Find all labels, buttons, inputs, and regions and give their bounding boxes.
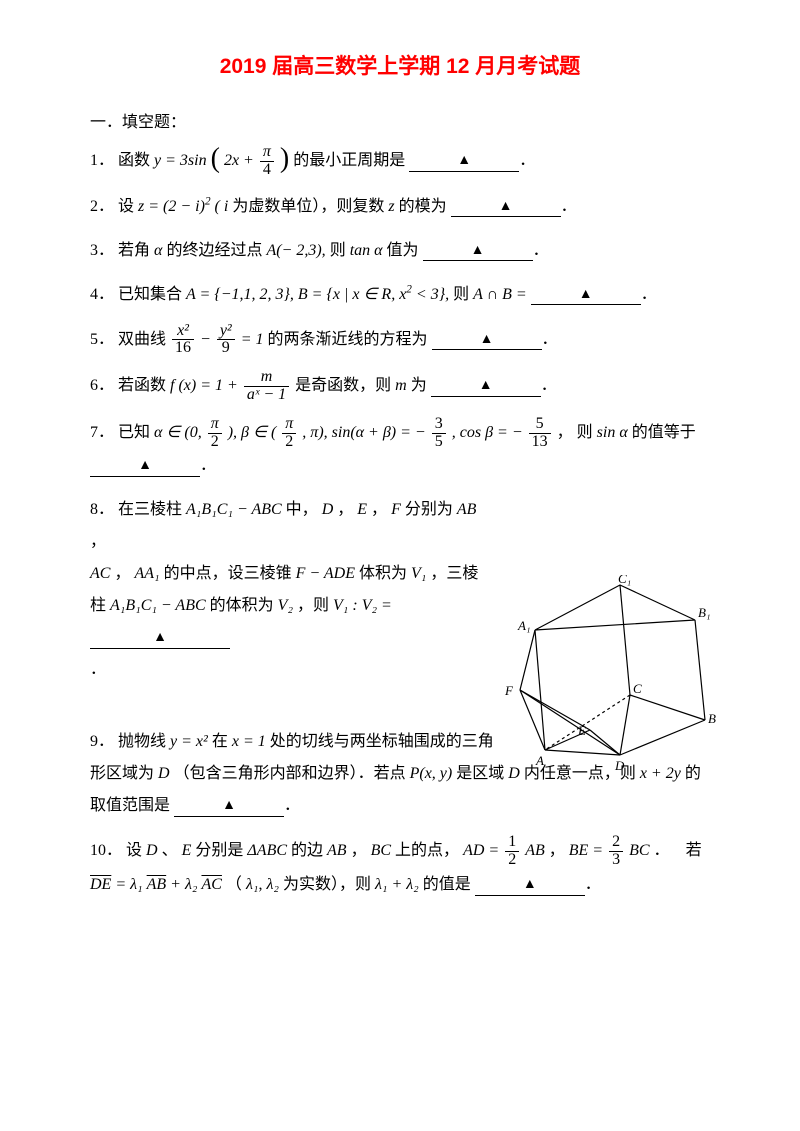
fx: f (x) = 1 +	[170, 377, 242, 394]
question-5: 5． 双曲线 x² 16 − y² 9 = 1 的两条渐近线的方程为 ▲．	[90, 323, 710, 358]
math-z: z	[388, 198, 394, 215]
math-inner: 2x +	[224, 152, 258, 169]
question-2: 2． 设 z = (2 − i)2 ( i 为虚数单位），则复数 z 的模为 ▲…	[90, 191, 710, 223]
label-B: B	[708, 711, 716, 726]
math-expr: y = 3sin	[154, 152, 207, 169]
q-number: 4．	[90, 286, 114, 303]
math-expr: z = (2 − i)	[138, 198, 205, 215]
q-text: 在三棱柱	[118, 501, 186, 518]
fraction-pi4: π 4	[260, 144, 274, 179]
question-6: 6． 若函数 f (x) = 1 + m aˣ − 1 是奇函数，则 m 为 ▲…	[90, 369, 710, 404]
q-number: 7．	[90, 424, 114, 441]
q-text: 双曲线	[118, 331, 166, 348]
answer-blank: ▲	[409, 153, 519, 172]
question-1: 1． 函数 y = 3sin ( 2x + π 4 ) 的最小正周期是 ▲．	[90, 144, 710, 179]
q-number: 10．	[90, 842, 122, 859]
label-F: F	[504, 683, 514, 698]
answer-blank: ▲	[90, 458, 200, 477]
left-paren: (	[211, 143, 220, 174]
q-text: 已知集合	[118, 286, 186, 303]
q-text: 为虚数单位），则复数	[232, 198, 388, 215]
q-text: 函数	[118, 152, 154, 169]
q-text: 则	[330, 242, 350, 259]
q-number: 9．	[90, 733, 114, 750]
q-text: 值为	[387, 242, 419, 259]
label-C: C	[633, 681, 642, 696]
q-number: 3．	[90, 242, 114, 259]
m: m	[395, 377, 407, 394]
answer-blank: ▲	[475, 877, 585, 896]
page-title: 2019 届高三数学上学期 12 月月考试题	[90, 50, 710, 80]
q-text: 已知	[118, 424, 150, 441]
tan-alpha: tan α	[350, 242, 383, 259]
sin-alpha: sin α	[597, 424, 628, 441]
q-number: 6．	[90, 377, 114, 394]
question-7: 7． 已知 α ∈ (0, π2 ), β ∈ ( π2 , π), sin(α…	[90, 416, 710, 483]
q-number: 1．	[90, 152, 114, 169]
label-E: E	[577, 723, 586, 738]
q-number: 2．	[90, 198, 114, 215]
q-number: 5．	[90, 331, 114, 348]
eq1: = 1	[241, 331, 264, 348]
label-A: A	[535, 753, 544, 768]
answer-blank: ▲	[531, 287, 641, 306]
prism-figure: C₁ B₁ A₁ F C B E A D	[500, 575, 720, 775]
fraction-m: m aˣ − 1	[244, 369, 289, 404]
q-text: 的终边经过点	[166, 242, 266, 259]
q-text: 若函数	[118, 377, 170, 394]
question-10: 10． 设 D 、 E 分别是 ΔABC 的边 AB ， BC 上的点， AD …	[90, 834, 710, 901]
answer-blank: ▲	[90, 630, 230, 649]
q-text: 则	[453, 286, 473, 303]
label-D: D	[614, 758, 625, 773]
right-paren: )	[280, 143, 289, 174]
math-i: ( i	[215, 198, 233, 215]
fraction-x: x² 16	[172, 323, 194, 358]
fraction-y: y² 9	[217, 323, 235, 358]
answer-blank: ▲	[451, 199, 561, 218]
set-A: A = {−1,1, 2, 3}, B = {x | x ∈ R, x	[186, 286, 406, 303]
q-text: 为	[411, 377, 427, 394]
intersection: A ∩ B =	[473, 286, 527, 303]
answer-blank: ▲	[423, 243, 533, 262]
q-text: 设	[118, 198, 138, 215]
vector-DE: DE	[90, 876, 111, 893]
page: 2019 届高三数学上学期 12 月月考试题 一．填空题： 1． 函数 y = …	[0, 0, 800, 953]
q-number: 8．	[90, 501, 114, 518]
q-text: 的最小正周期是	[293, 152, 405, 169]
q-text: 的两条渐近线的方程为	[268, 331, 428, 348]
question-4: 4． 已知集合 A = {−1,1, 2, 3}, B = {x | x ∈ R…	[90, 279, 710, 311]
question-3: 3． 若角 α 的终边经过点 A(− 2,3), 则 tan α 值为 ▲．	[90, 235, 710, 267]
q-text: 的值等于	[632, 424, 696, 441]
answer-blank: ▲	[174, 798, 284, 817]
point-A: A(− 2,3),	[266, 242, 325, 259]
section-heading: 一．填空题：	[90, 108, 710, 132]
q-text: 若角	[118, 242, 150, 259]
q-text: 是奇函数，则	[295, 377, 395, 394]
alpha: α	[154, 242, 162, 259]
label-B1: B₁	[698, 605, 710, 620]
answer-blank: ▲	[431, 378, 541, 397]
label-A1: A₁	[517, 618, 530, 633]
q-text: 的模为	[399, 198, 447, 215]
answer-blank: ▲	[432, 332, 542, 351]
q-text: ， 则	[557, 424, 593, 441]
label-C1: C₁	[618, 575, 631, 586]
